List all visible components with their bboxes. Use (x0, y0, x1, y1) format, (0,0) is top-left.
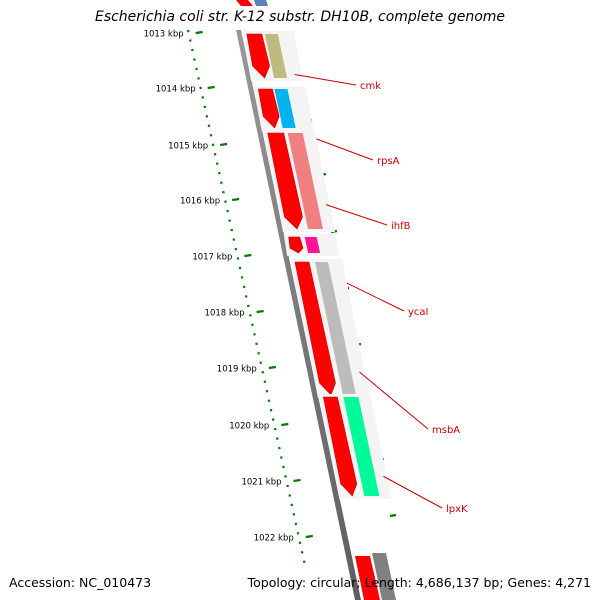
gene-block (287, 133, 323, 229)
gene-label: msbA (432, 425, 460, 436)
scale-tick (231, 197, 240, 202)
cds-arrow (246, 33, 270, 79)
gene-group-ihfB[interactable]: ihfB (262, 130, 411, 232)
scale-tick (219, 142, 228, 147)
gene-block (343, 397, 380, 496)
gene-label: cmk (360, 81, 381, 92)
gene-leader-line (383, 475, 443, 509)
accession-label: Accession: NC_010473 (9, 575, 152, 590)
scale-tick-label: 1016 kbp (180, 197, 220, 207)
gene-block (304, 237, 321, 253)
genome-stats-label: Topology: circular; Length: 4,686,137 bp… (247, 575, 591, 590)
gene-label: rpsA (377, 156, 400, 167)
map-title: Escherichia coli str. K-12 substr. DH10B… (94, 9, 506, 25)
scale-tick-label: 1021 kbp (241, 478, 281, 488)
scale-tick-label: 1019 kbp (217, 365, 257, 375)
gene-block (264, 34, 288, 78)
cds-arrow (288, 236, 304, 254)
gene-leader-line (294, 74, 357, 86)
gene-leader-line (305, 134, 374, 161)
gene-group-ycaI[interactable]: ycaI (283, 234, 429, 318)
gene-group-rpsA[interactable]: rpsA (253, 86, 400, 167)
cds-feature-partial-top (236, 0, 253, 6)
scale-tick-label: 1020 kbp (229, 422, 269, 432)
gene-label: ycaI (408, 307, 429, 318)
gene-feature-partial-bottom (372, 553, 396, 600)
scale-tick (268, 365, 277, 370)
scale-tick (256, 309, 264, 314)
gene-label: lpxK (446, 504, 468, 515)
gene-label: ihfB (391, 221, 411, 232)
scale-tick-label: 1015 kbp (168, 142, 208, 152)
scale-tick (293, 478, 301, 483)
cds-feature-partial-bottom (355, 556, 380, 600)
cds-arrow (258, 88, 280, 129)
scale-tick (305, 534, 313, 539)
genome-backbone (236, 30, 361, 600)
scale-tick-label: 1013 kbp (144, 30, 184, 40)
gene-leader-line (326, 204, 388, 226)
scale-tick (195, 30, 203, 35)
gene-group-cmk[interactable]: cmk (241, 31, 381, 92)
gene-block (315, 262, 356, 395)
cds-arrow (267, 132, 303, 230)
gene-group-lpxK[interactable]: lpxK (318, 394, 468, 515)
scale-tick-label: 1017 kbp (192, 253, 232, 263)
scale-tick (281, 422, 289, 427)
cds-arrow (323, 396, 358, 497)
gene-feature-partial-top (254, 0, 268, 6)
scale-tick-label: 1018 kbp (205, 309, 245, 319)
scale-tick-label: 1014 kbp (156, 85, 196, 95)
scale-tick (207, 85, 215, 90)
gene-group-msbA[interactable]: msbA (290, 259, 460, 436)
gene-leader-line (359, 371, 429, 430)
scale-tick (244, 253, 252, 258)
gene-block (274, 89, 296, 128)
scale-tick-label: 1022 kbp (254, 534, 294, 544)
cds-arrow (294, 261, 336, 396)
